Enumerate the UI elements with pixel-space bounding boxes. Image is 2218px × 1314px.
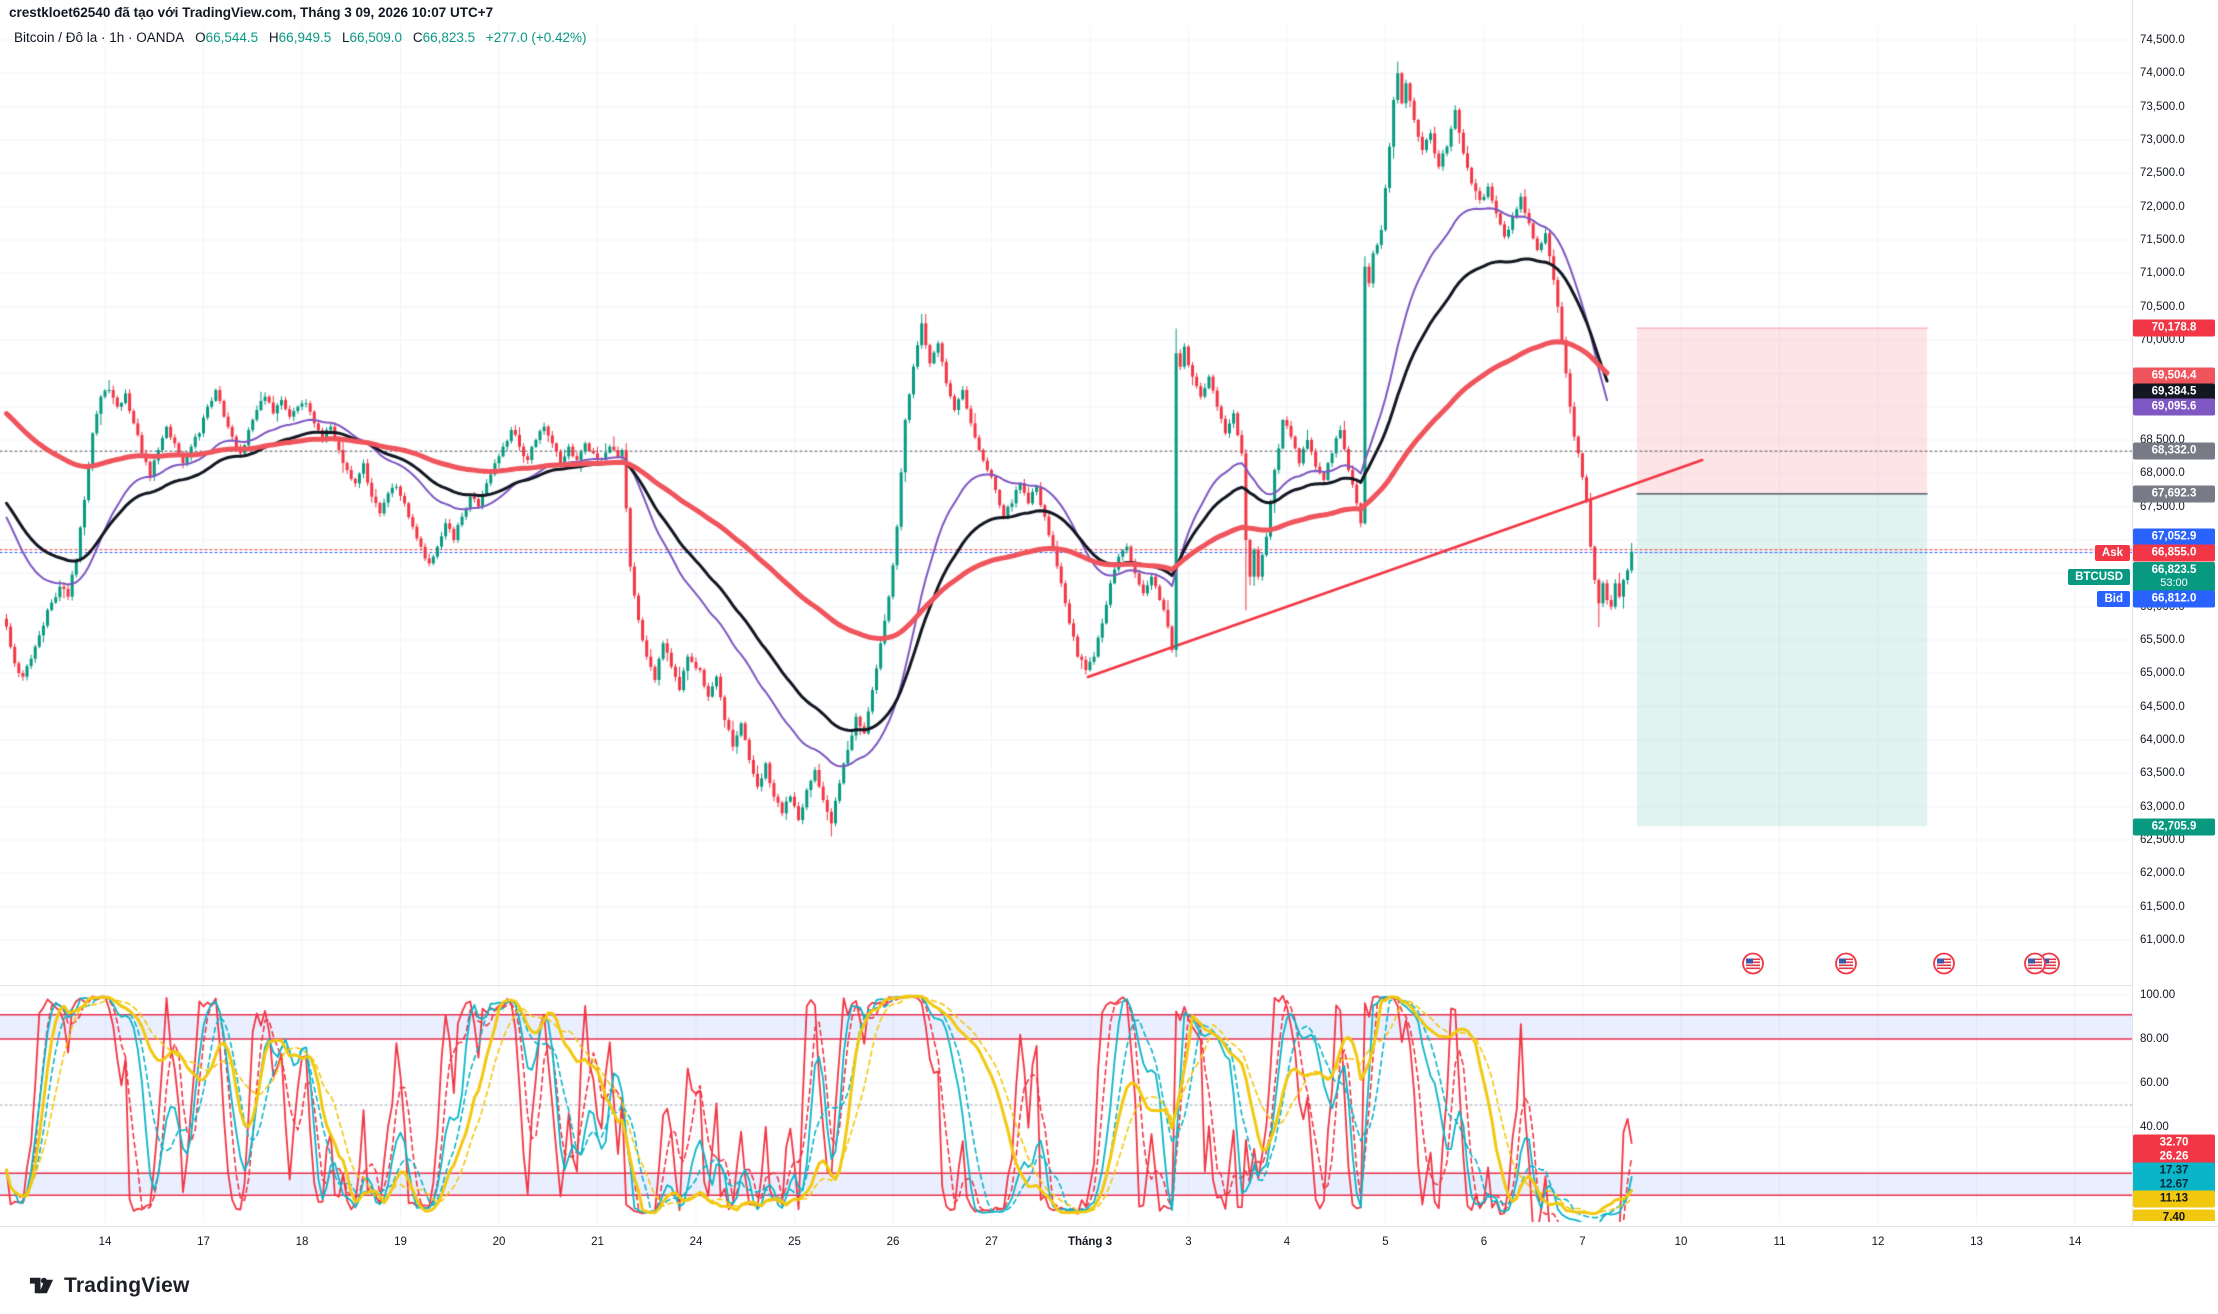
tradingview-logo[interactable]: TradingView xyxy=(28,1272,190,1299)
osc-tick-label: 60.00 xyxy=(2140,1077,2169,1089)
price-tick-label: 63,500.0 xyxy=(2140,767,2185,780)
price-tick-label: 74,500.0 xyxy=(2140,34,2185,46)
price-tick-label: 68,000.0 xyxy=(2140,467,2185,480)
high-label: H xyxy=(268,30,279,45)
price-axis-badge: 67,692.3 xyxy=(2133,485,2215,503)
attribution-text: crestkloet62540 đã tạo với TradingView.c… xyxy=(9,5,494,20)
symbol-info-bar[interactable]: Bitcoin / Đô la · 1h · OANDA O66,544.5 H… xyxy=(14,30,587,45)
time-axis-label: 27 xyxy=(985,1236,998,1248)
open-label: O xyxy=(195,30,206,45)
price-tick-label: 63,000.0 xyxy=(2140,800,2185,813)
price-tick-label: 73,500.0 xyxy=(2140,100,2185,113)
price-tick-label: 67,500.0 xyxy=(2140,500,2185,513)
price-axis-badge: 66,823.5 53:00 xyxy=(2133,562,2215,592)
time-axis-label: 21 xyxy=(591,1236,604,1248)
tradingview-logo-icon xyxy=(29,1277,54,1294)
price-axis-badge: 66,855.0 xyxy=(2133,544,2215,562)
bottom-bar: TradingView xyxy=(0,1262,2218,1314)
ask-tag: Ask xyxy=(2094,545,2130,561)
price-axis-badge: 69,095.6 xyxy=(2133,398,2215,416)
price-tick-label: 73,000.0 xyxy=(2140,133,2185,146)
symbol-title: Bitcoin / Đô la · 1h · OANDA xyxy=(14,30,185,45)
low-label: L xyxy=(342,30,350,45)
time-axis-label: 13 xyxy=(1970,1236,1983,1248)
price-axis-badge: 66,812.0 xyxy=(2133,590,2215,608)
time-axis-label: 5 xyxy=(1382,1236,1389,1248)
time-axis-label: 10 xyxy=(1674,1236,1688,1248)
price-tick-label: 71,000.0 xyxy=(2140,267,2185,280)
us-flag-double-icon[interactable] xyxy=(2024,952,2060,980)
price-axis-badge: 67,052.9 xyxy=(2133,528,2215,546)
osc-tick-label: 100.00 xyxy=(2140,989,2176,1001)
time-axis-label: 14 xyxy=(98,1236,112,1248)
price-tick-label: 62,500.0 xyxy=(2140,833,2185,846)
price-axis-badge: 70,178.8 xyxy=(2133,319,2215,337)
time-axis-label: 19 xyxy=(394,1236,407,1248)
time-axis-label: 26 xyxy=(886,1236,900,1248)
time-axis-label: 20 xyxy=(492,1236,506,1248)
change-value: +277.0 (+0.42%) xyxy=(485,30,587,45)
tradingview-logo-text: TradingView xyxy=(64,1273,190,1297)
open-value: 66,544.5 xyxy=(205,30,259,45)
osc-axis-badge: 17.37 xyxy=(2133,1162,2215,1180)
price-axis[interactable]: 74,500.0 74,000.0 73,500.0 73,000.0 72,500.0… xyxy=(2132,0,2218,1314)
pane-separator[interactable] xyxy=(0,985,2132,986)
time-axis-label: 24 xyxy=(689,1236,703,1248)
price-axis-badge: 69,504.4 xyxy=(2133,367,2215,385)
price-tick-label: 72,500.0 xyxy=(2140,167,2185,180)
price-tick-label: 62,000.0 xyxy=(2140,867,2185,880)
high-value: 66,949.5 xyxy=(278,30,332,45)
price-tick-label: 65,000.0 xyxy=(2140,667,2185,680)
time-axis-label: 4 xyxy=(1283,1236,1291,1248)
price-tick-label: 72,000.0 xyxy=(2140,200,2185,213)
time-axis-label: 12 xyxy=(1871,1236,1885,1248)
time-axis-label: 6 xyxy=(1480,1236,1488,1248)
time-axis-label: 11 xyxy=(1773,1236,1786,1248)
close-label: C xyxy=(412,30,423,45)
price-tick-label: 70,000.0 xyxy=(2140,333,2185,346)
close-value: 66,823.5 xyxy=(422,30,476,45)
price-tick-label: 64,500.0 xyxy=(2140,700,2185,713)
osc-tick-label: 80.00 xyxy=(2140,1033,2169,1045)
time-axis-label: 3 xyxy=(1185,1236,1192,1248)
btcusd-tag: BTCUSD xyxy=(2068,569,2130,585)
us-flag-icon[interactable] xyxy=(1742,952,1764,980)
price-axis-badges: 70,178.8 69,504.4 69,384.5 69,095.6 68,332.0… xyxy=(2132,0,2218,1221)
time-axis-label: 7 xyxy=(1579,1236,1586,1248)
price-tick-label: 74,000.0 xyxy=(2140,67,2185,80)
time-axis[interactable]: 14 17 18 19 20 21 24 25 26 27 Tháng 3 3 4 5 6 7 10 11 12 13… xyxy=(0,1226,2218,1263)
price-tick-label: 70,500.0 xyxy=(2140,300,2185,313)
price-tick-label: 61,500.0 xyxy=(2140,900,2185,913)
bid-tag: Bid xyxy=(2097,591,2130,607)
osc-axis-badge: 7.40 xyxy=(2133,1209,2215,1221)
price-tick-label: 65,500.0 xyxy=(2140,633,2185,646)
time-axis-label: 18 xyxy=(295,1236,309,1248)
price-axis-badge: 69,384.5 xyxy=(2133,383,2215,401)
price-tick-label: 61,000.0 xyxy=(2140,933,2185,946)
osc-axis-badge: 26.26 xyxy=(2133,1148,2215,1166)
low-value: 66,509.0 xyxy=(349,30,403,45)
osc-axis-badge: 11.13 xyxy=(2133,1190,2215,1208)
time-axis-label: 25 xyxy=(788,1236,801,1248)
price-axis-badge: 68,332.0 xyxy=(2133,442,2215,460)
price-axis-badge: 62,705.9 xyxy=(2133,818,2215,836)
time-axis-label: 17 xyxy=(197,1236,210,1248)
us-flag-icon[interactable] xyxy=(1835,952,1857,980)
time-axis-label: Tháng 3 xyxy=(1067,1236,1113,1248)
osc-axis-badge: 32.70 xyxy=(2133,1134,2215,1152)
osc-tick-label: 40.00 xyxy=(2140,1121,2169,1133)
price-tick-label: 71,500.0 xyxy=(2140,233,2185,246)
price-tick-label: 64,000.0 xyxy=(2140,733,2185,746)
osc-axis-badge: 12.67 xyxy=(2133,1176,2215,1194)
us-flag-icon[interactable] xyxy=(1933,952,1955,980)
time-axis-label: 14 xyxy=(2068,1236,2082,1248)
